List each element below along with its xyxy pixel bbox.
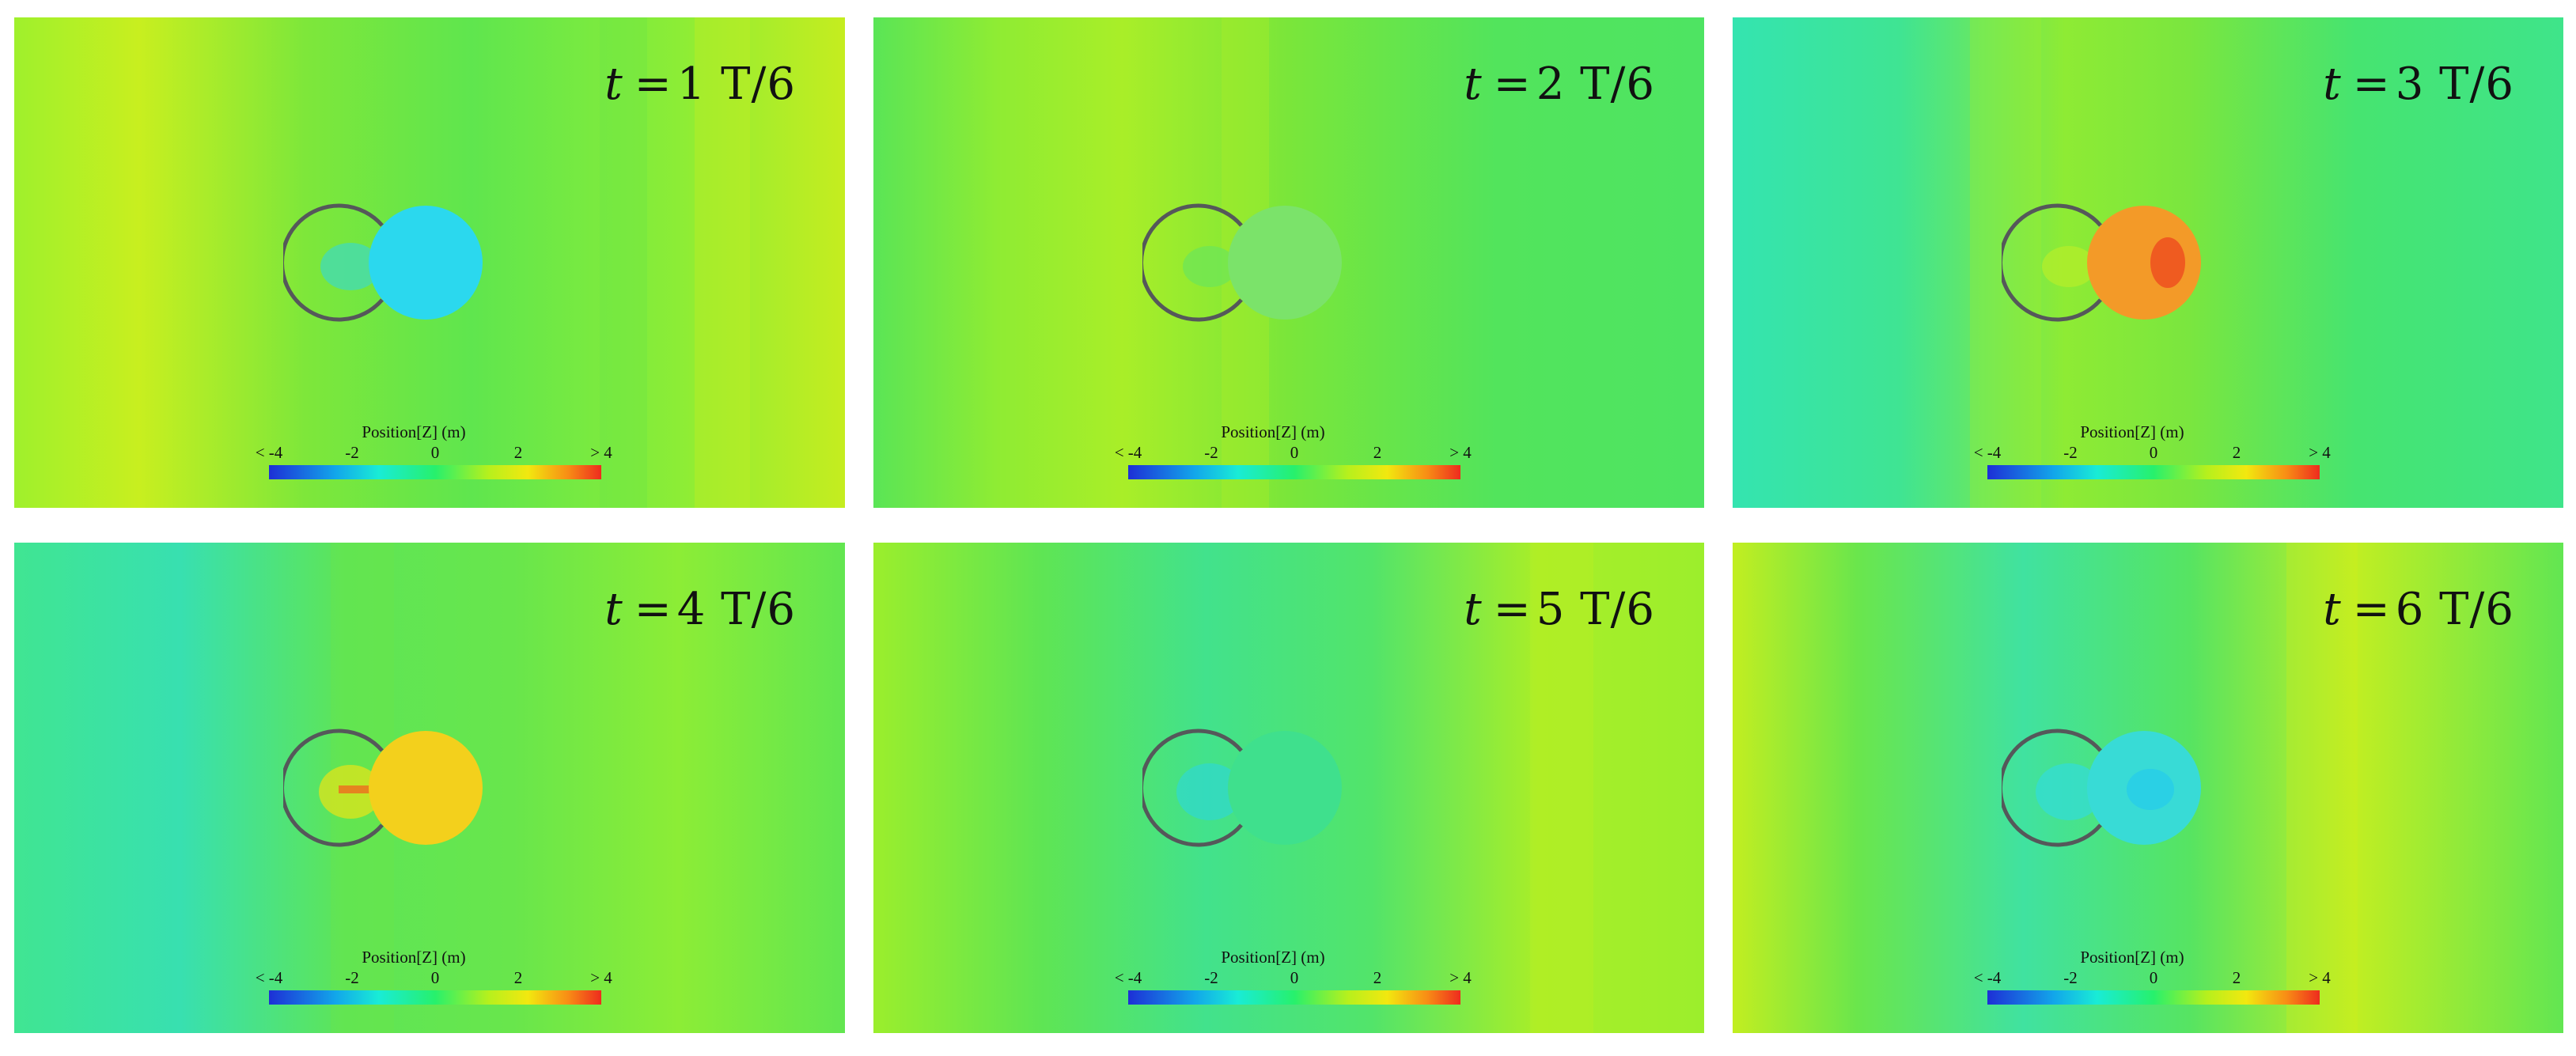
time-value: 2 T/6 bbox=[1536, 59, 1655, 110]
time-variable: t bbox=[2323, 584, 2342, 635]
ring-structure bbox=[1142, 203, 1342, 322]
colorbar-tick: > 4 bbox=[1449, 443, 1472, 462]
time-value: 6 T/6 bbox=[2395, 584, 2514, 635]
colorbar-tick: 2 bbox=[1373, 443, 1382, 462]
colorbar: Position[Z] (m) < -4 -2 0 2 > 4 bbox=[1095, 948, 1472, 1027]
colorbar-tick: 0 bbox=[430, 443, 440, 462]
colorbar-tick: 2 bbox=[1373, 968, 1382, 987]
colorbar-tick: -2 bbox=[2063, 968, 2078, 987]
colorbar-tick: < -4 bbox=[255, 443, 283, 462]
colorbar: Position[Z] (m) < -4 -2 0 2 > 4 bbox=[1954, 422, 2331, 502]
time-label: t = 5 T/6 bbox=[1464, 584, 1655, 635]
colorbar-gradient bbox=[269, 465, 601, 479]
ring-structure bbox=[283, 729, 483, 847]
equals-sign: = bbox=[2352, 59, 2391, 110]
time-value: 3 T/6 bbox=[2395, 59, 2514, 110]
colorbar-gradient bbox=[1128, 990, 1460, 1005]
colorbar-tick: < -4 bbox=[1114, 443, 1142, 462]
time-label: t = 1 T/6 bbox=[604, 59, 796, 110]
colorbar-tick: -2 bbox=[345, 968, 359, 987]
time-variable: t bbox=[1464, 584, 1483, 635]
colorbar-tick: > 4 bbox=[2309, 443, 2331, 462]
colorbar-tick: < -4 bbox=[1973, 443, 2002, 462]
colorbar-tick: > 4 bbox=[590, 443, 612, 462]
colorbar-tick: -2 bbox=[1204, 443, 1218, 462]
colorbar-tick: 2 bbox=[513, 443, 523, 462]
colorbar-title: Position[Z] (m) bbox=[362, 948, 466, 967]
colorbar-title: Position[Z] (m) bbox=[1221, 422, 1325, 441]
colorbar-tick: -2 bbox=[1204, 968, 1218, 987]
equals-sign: = bbox=[2352, 584, 2391, 635]
colorbar-tick: 0 bbox=[1290, 443, 1299, 462]
colorbar-tick: 2 bbox=[2232, 443, 2241, 462]
time-label: t = 3 T/6 bbox=[2323, 59, 2514, 110]
colorbar: Position[Z] (m) < -4 -2 0 2 > 4 bbox=[236, 422, 612, 502]
time-variable: t bbox=[2323, 59, 2342, 110]
ring-structure bbox=[2002, 203, 2201, 322]
colorbar-tick: 2 bbox=[513, 968, 523, 987]
colorbar-tick: 0 bbox=[1290, 968, 1299, 987]
equals-sign: = bbox=[1493, 584, 1532, 635]
colorbar-tick: < -4 bbox=[255, 968, 283, 987]
equals-sign: = bbox=[634, 584, 672, 635]
time-label: t = 6 T/6 bbox=[2323, 584, 2514, 635]
time-label: t = 2 T/6 bbox=[1464, 59, 1655, 110]
colorbar-tick: > 4 bbox=[2309, 968, 2331, 987]
colorbar: Position[Z] (m) < -4 -2 0 2 > 4 bbox=[236, 948, 612, 1027]
ring-structure bbox=[2002, 729, 2201, 847]
colorbar-title: Position[Z] (m) bbox=[1221, 948, 1325, 967]
ring-structure bbox=[1142, 729, 1342, 847]
colorbar-title: Position[Z] (m) bbox=[2080, 948, 2184, 967]
time-variable: t bbox=[604, 584, 623, 635]
colorbar: Position[Z] (m) < -4 -2 0 2 > 4 bbox=[1954, 948, 2331, 1027]
wave-field bbox=[14, 17, 845, 508]
panel-4: t = 4 T/6 Position[Z] (m) < -4 -2 0 2 > 4 bbox=[14, 543, 845, 1033]
time-label: t = 4 T/6 bbox=[604, 584, 796, 635]
colorbar-tick: 0 bbox=[430, 968, 440, 987]
colorbar-tick: > 4 bbox=[590, 968, 612, 987]
panel-6: t = 6 T/6 Position[Z] (m) < -4 -2 0 2 > 4 bbox=[1733, 543, 2563, 1033]
colorbar-tick: -2 bbox=[2063, 443, 2078, 462]
colorbar-tick: > 4 bbox=[1449, 968, 1472, 987]
equals-sign: = bbox=[634, 59, 672, 110]
panel-1: t = 1 T/6 Position[Z] (m) < -4 -2 0 2 > 4 bbox=[14, 17, 845, 508]
colorbar-gradient bbox=[1128, 465, 1460, 479]
panel-3: t = 3 T/6 Position[Z] (m) < -4 -2 0 2 > 4 bbox=[1733, 17, 2563, 508]
equals-sign: = bbox=[1493, 59, 1532, 110]
colorbar-title: Position[Z] (m) bbox=[362, 422, 466, 441]
colorbar-gradient bbox=[1987, 990, 2320, 1005]
time-value: 1 T/6 bbox=[676, 59, 796, 110]
colorbar-tick: 0 bbox=[2149, 443, 2158, 462]
time-variable: t bbox=[604, 59, 623, 110]
time-variable: t bbox=[1464, 59, 1483, 110]
ring-structure bbox=[283, 203, 483, 322]
colorbar-tick: < -4 bbox=[1114, 968, 1142, 987]
colorbar-tick: 0 bbox=[2149, 968, 2158, 987]
panel-5: t = 5 T/6 Position[Z] (m) < -4 -2 0 2 > 4 bbox=[873, 543, 1704, 1033]
colorbar-tick: < -4 bbox=[1973, 968, 2002, 987]
colorbar-title: Position[Z] (m) bbox=[2080, 422, 2184, 441]
time-value: 5 T/6 bbox=[1536, 584, 1655, 635]
colorbar-tick: -2 bbox=[345, 443, 359, 462]
colorbar-gradient bbox=[269, 990, 601, 1005]
colorbar: Position[Z] (m) < -4 -2 0 2 > 4 bbox=[1095, 422, 1472, 502]
colorbar-gradient bbox=[1987, 465, 2320, 479]
colorbar-tick: 2 bbox=[2232, 968, 2241, 987]
panel-2: t = 2 T/6 Position[Z] (m) < -4 -2 0 2 > 4 bbox=[873, 17, 1704, 508]
time-value: 4 T/6 bbox=[676, 584, 796, 635]
